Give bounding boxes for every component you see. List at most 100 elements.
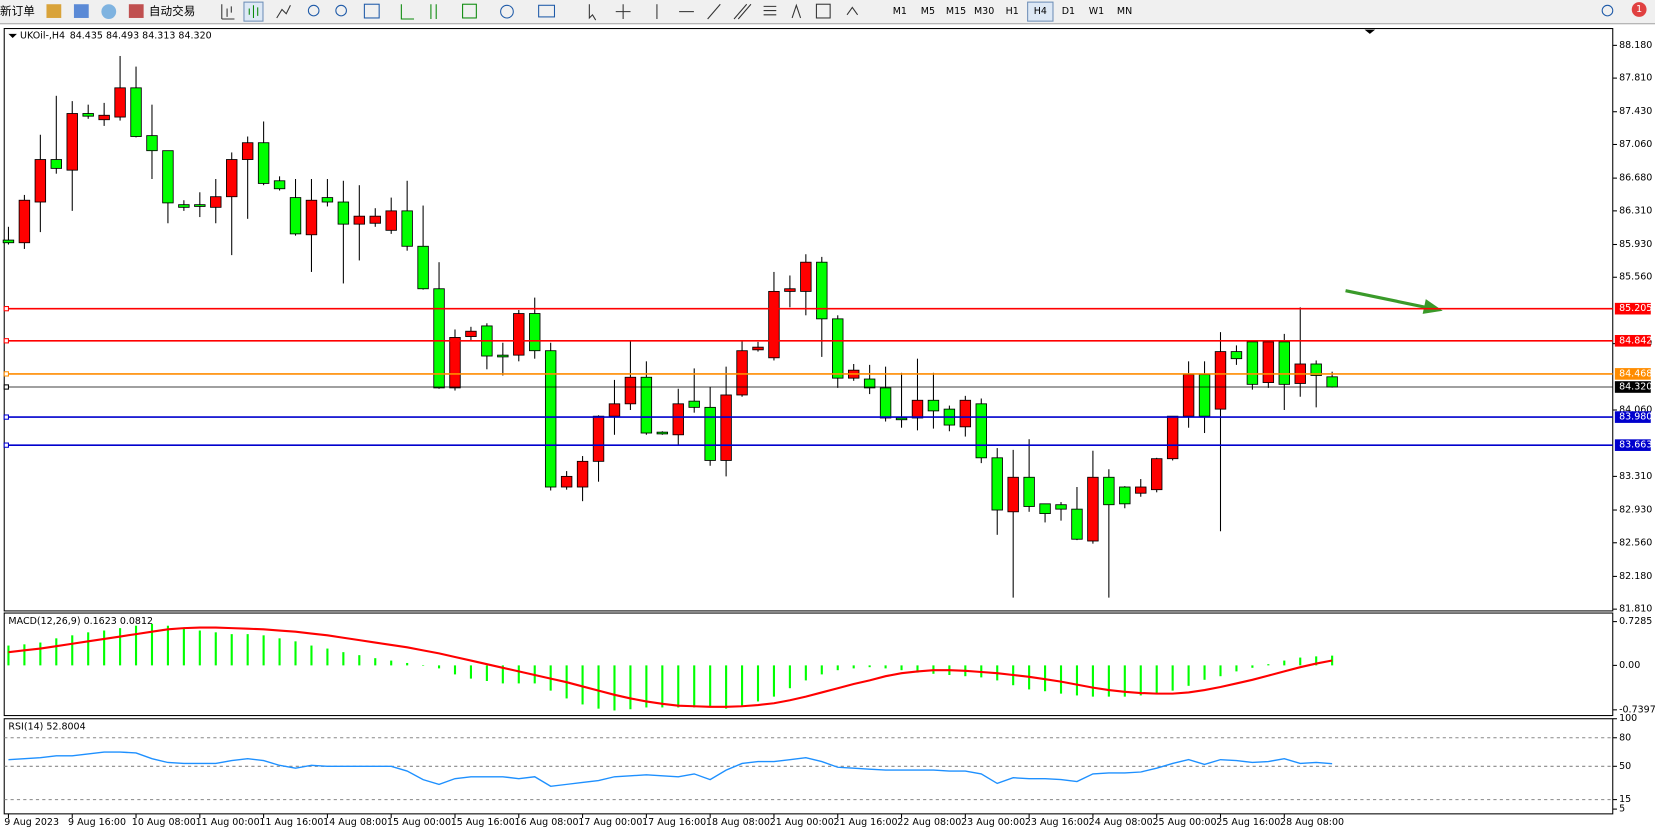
- macd-bar: [246, 634, 249, 666]
- macd-bar: [437, 665, 441, 669]
- icon[interactable]: [335, 4, 347, 17]
- level-label-box: [1614, 439, 1651, 451]
- macd-bar: [581, 665, 584, 705]
- macd-bar: [119, 628, 122, 666]
- search-icon[interactable]: [1601, 4, 1614, 17]
- shift-marker: [1364, 29, 1376, 34]
- icon[interactable]: [733, 3, 752, 20]
- icon[interactable]: [46, 4, 62, 18]
- macd-bar: [87, 632, 90, 666]
- macd-bar: [645, 665, 648, 708]
- x-tick-label: 9 Aug 2023: [4, 817, 59, 828]
- candle-body: [911, 399, 924, 419]
- candle-body: [832, 318, 844, 379]
- x-tick-label: 16 Aug 08:00: [515, 817, 579, 828]
- auto-trading-button[interactable]: 自动交易: [149, 4, 195, 18]
- x-tick-label: 24 Aug 08:00: [1089, 817, 1153, 828]
- icon[interactable]: [430, 4, 437, 20]
- timeframe-button[interactable]: MN: [1117, 6, 1132, 17]
- icon[interactable]: [462, 3, 477, 19]
- timeframe-button[interactable]: M5: [921, 6, 935, 17]
- icon[interactable]: [363, 3, 380, 19]
- y-tick-label: 80: [1619, 732, 1631, 743]
- candle-body: [1166, 415, 1179, 460]
- icon[interactable]: [791, 3, 802, 19]
- candle-body: [130, 87, 142, 137]
- macd-bar: [374, 658, 377, 666]
- icon[interactable]: [615, 4, 631, 20]
- macd-bar: [501, 665, 504, 684]
- candle-body: [1071, 508, 1083, 540]
- candle-body: [959, 399, 972, 428]
- candle-body: [1103, 476, 1115, 506]
- candle-body: [226, 159, 238, 198]
- y-tick-label: 85.930: [1619, 239, 1652, 250]
- timeframe-button[interactable]: M1: [893, 6, 907, 17]
- new-order-button[interactable]: 新订单: [0, 4, 35, 18]
- macd-bar: [342, 652, 345, 666]
- y-tick-label: 50: [1619, 761, 1631, 772]
- timeframe-button[interactable]: M30: [974, 6, 994, 17]
- level-label-box: [1614, 411, 1651, 423]
- timeframe-button[interactable]: D1: [1062, 6, 1075, 17]
- candle-body: [162, 150, 174, 204]
- icon[interactable]: [400, 4, 415, 20]
- macd-bar: [310, 645, 313, 666]
- candle-body: [417, 245, 429, 290]
- macd-bar: [390, 660, 393, 666]
- icon[interactable]: [73, 4, 89, 18]
- macd-bar: [1251, 665, 1254, 668]
- macd-bar: [103, 630, 106, 666]
- candle-body: [736, 350, 748, 396]
- tool-icons: [221, 1, 859, 22]
- candle-body: [608, 403, 621, 417]
- x-tick-label: 15 Aug 16:00: [451, 817, 515, 828]
- candle-body: [592, 415, 605, 462]
- auto-trading-icon[interactable]: [128, 4, 144, 18]
- x-tick-label: 25 Aug 00:00: [1152, 817, 1216, 828]
- timeframe-button[interactable]: M15: [946, 6, 966, 17]
- toolbar: [0, 0, 1655, 24]
- macd-signal-line: [8, 626, 1333, 708]
- candle-body: [1135, 486, 1147, 494]
- level-handle: [3, 442, 9, 448]
- notification-badge[interactable]: [1631, 2, 1647, 17]
- icon[interactable]: [307, 4, 320, 17]
- candle-body: [576, 460, 589, 488]
- level-label: 84.842: [1619, 335, 1652, 346]
- icon[interactable]: [276, 5, 291, 19]
- macd-bar: [182, 628, 185, 666]
- icon[interactable]: [221, 4, 235, 20]
- macd-bar: [262, 635, 265, 666]
- macd-bar: [1299, 657, 1302, 666]
- ohlc-header: 84.435 84.493 84.313 84.320: [70, 30, 212, 41]
- icon[interactable]: [538, 4, 556, 18]
- candle-body: [768, 290, 780, 359]
- x-tick-label: 14 Aug 08:00: [323, 817, 387, 828]
- candle-body: [369, 215, 381, 224]
- candle-body: [816, 261, 828, 320]
- icon[interactable]: [846, 6, 859, 16]
- timeframe-button[interactable]: H4: [1034, 6, 1047, 17]
- icon[interactable]: [763, 5, 777, 16]
- icon[interactable]: [500, 4, 514, 19]
- y-tick-label: 84.060: [1619, 405, 1652, 416]
- candle-body: [640, 376, 653, 434]
- macd-bar: [709, 665, 712, 708]
- timeframe-button[interactable]: W1: [1089, 6, 1104, 17]
- icon[interactable]: [101, 4, 117, 20]
- level-label-box: [1614, 302, 1651, 315]
- macd-bar: [772, 665, 776, 697]
- icon[interactable]: [815, 3, 831, 19]
- timeframe-button[interactable]: H1: [1006, 6, 1019, 17]
- chart-title: UKOil-,H4: [20, 30, 65, 41]
- candle-body: [449, 337, 461, 389]
- icon[interactable]: [588, 4, 597, 21]
- macd-bar: [741, 665, 744, 707]
- candle-body: [273, 180, 286, 190]
- macd-bar: [884, 665, 887, 669]
- price-panel: [3, 28, 1614, 612]
- icon[interactable]: [707, 3, 721, 20]
- y-tick-label: 82.560: [1619, 537, 1652, 548]
- icon[interactable]: [248, 5, 259, 18]
